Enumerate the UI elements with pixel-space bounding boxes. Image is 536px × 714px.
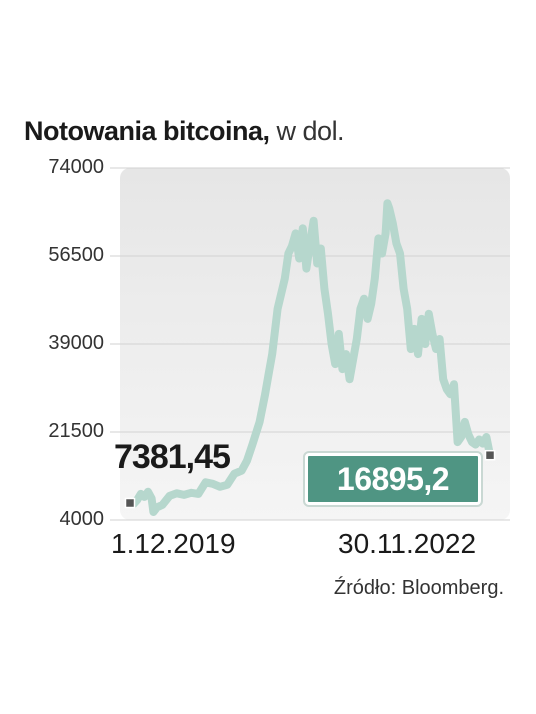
- chart-title: Notowania bitcoina, w dol.: [24, 116, 345, 147]
- end-marker: [484, 449, 496, 461]
- start-value-label: 7381,45: [114, 438, 231, 476]
- source-note: Źródło: Bloomberg.: [333, 577, 504, 599]
- end-value-badge: 16895,2: [303, 451, 483, 507]
- y-tick-label: 4000: [59, 508, 105, 530]
- start-marker: [124, 497, 136, 509]
- y-tick-label: 39000: [48, 332, 104, 354]
- x-tick-label: 1.12.2019: [111, 528, 236, 559]
- y-tick-label: 56500: [48, 244, 104, 266]
- x-tick-label: 30.11.2022: [338, 528, 477, 559]
- chart-title-main: Notowania bitcoina,: [24, 116, 270, 146]
- y-tick-label: 74000: [48, 156, 104, 178]
- y-tick-label: 21500: [48, 420, 104, 442]
- chart-title-unit: w dol.: [276, 116, 345, 146]
- series-line: [126, 199, 494, 516]
